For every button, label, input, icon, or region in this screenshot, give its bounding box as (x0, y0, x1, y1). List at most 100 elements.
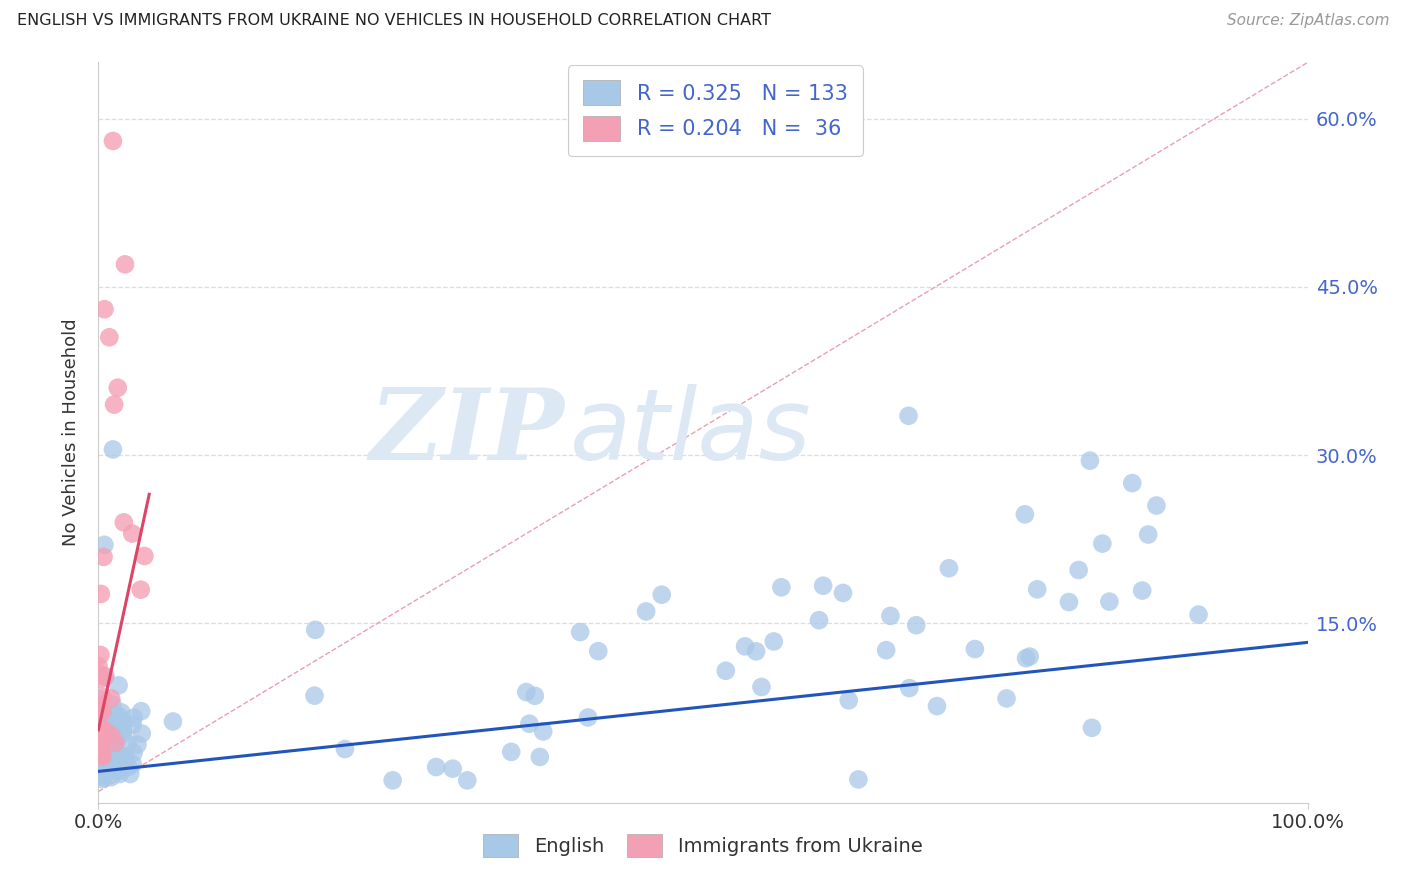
Point (1130, 583, 1153, 598)
Point (89, 737, 111, 751)
Point (103, 742, 125, 756)
Point (94, 723, 117, 738)
Point (333, 742, 356, 756)
Legend: English, Immigrants from Ukraine: English, Immigrants from Ukraine (474, 824, 932, 867)
Point (108, 754, 131, 768)
Point (110, 706, 132, 720)
Point (529, 750, 551, 764)
Point (90, 761, 112, 775)
Point (89, 769, 111, 783)
Point (104, 707, 127, 722)
Text: ZIP: ZIP (368, 384, 564, 481)
Point (87, 698, 110, 713)
Point (98, 330, 121, 344)
Point (93, 743, 115, 757)
Point (87, 766, 110, 780)
Point (104, 735, 127, 749)
Point (98, 735, 121, 749)
Point (515, 685, 537, 699)
Point (89, 737, 111, 751)
Point (94, 722, 117, 736)
Point (97, 715, 120, 730)
Point (121, 526, 143, 541)
Point (636, 604, 658, 618)
Point (1057, 595, 1080, 609)
Point (90, 587, 112, 601)
Point (90, 740, 112, 755)
Point (101, 731, 124, 745)
Point (104, 743, 127, 757)
Point (898, 681, 921, 695)
Text: atlas: atlas (569, 384, 811, 481)
Point (105, 713, 128, 727)
Point (114, 751, 136, 765)
Point (87, 659, 110, 673)
Point (94, 669, 117, 683)
Point (107, 678, 129, 692)
Point (100, 770, 122, 784)
Point (112, 516, 135, 530)
Point (89, 764, 111, 778)
Point (1091, 536, 1114, 550)
Point (104, 736, 127, 750)
Point (89, 719, 111, 733)
Point (441, 762, 464, 776)
Point (94, 710, 117, 724)
Point (89, 763, 111, 777)
Point (1014, 508, 1036, 522)
Point (89, 740, 111, 755)
Point (127, 738, 149, 752)
Point (89, 648, 111, 662)
Point (1098, 594, 1121, 608)
Point (91, 772, 114, 786)
Point (120, 767, 142, 781)
Point (90, 748, 112, 763)
Point (94, 742, 117, 756)
Point (103, 398, 125, 412)
Point (107, 708, 129, 723)
Point (811, 579, 834, 593)
Point (875, 643, 897, 657)
Point (897, 409, 920, 423)
Point (89, 747, 111, 762)
Point (107, 764, 129, 778)
Point (576, 710, 599, 724)
Point (938, 561, 960, 575)
Point (89, 747, 111, 762)
Point (87, 739, 110, 753)
Point (734, 640, 756, 654)
Point (879, 608, 901, 623)
Text: ENGLISH VS IMMIGRANTS FROM UKRAINE NO VEHICLES IN HOUSEHOLD CORRELATION CHART: ENGLISH VS IMMIGRANTS FROM UKRAINE NO VE… (17, 13, 770, 29)
Point (89, 761, 111, 775)
Point (87, 666, 110, 681)
Y-axis label: No Vehicles in Household: No Vehicles in Household (62, 318, 80, 547)
Point (131, 726, 153, 740)
Point (93, 670, 115, 684)
Point (90, 746, 112, 760)
Point (1137, 527, 1160, 541)
Point (1078, 453, 1101, 467)
Point (89, 735, 111, 749)
Point (90, 747, 112, 761)
Point (115, 749, 138, 764)
Point (97, 760, 120, 774)
Point (91, 718, 114, 732)
Point (111, 723, 134, 737)
Point (89, 751, 111, 765)
Point (87, 746, 110, 760)
Point (108, 767, 131, 781)
Point (905, 618, 928, 632)
Point (832, 586, 855, 600)
Point (94, 753, 117, 767)
Point (97, 763, 120, 777)
Point (381, 773, 404, 788)
Point (762, 634, 785, 648)
Point (91, 723, 114, 737)
Point (111, 714, 134, 729)
Point (91, 749, 114, 764)
Point (122, 746, 145, 760)
Point (129, 582, 152, 597)
Point (108, 723, 131, 737)
Point (91, 748, 114, 763)
Point (117, 760, 139, 774)
